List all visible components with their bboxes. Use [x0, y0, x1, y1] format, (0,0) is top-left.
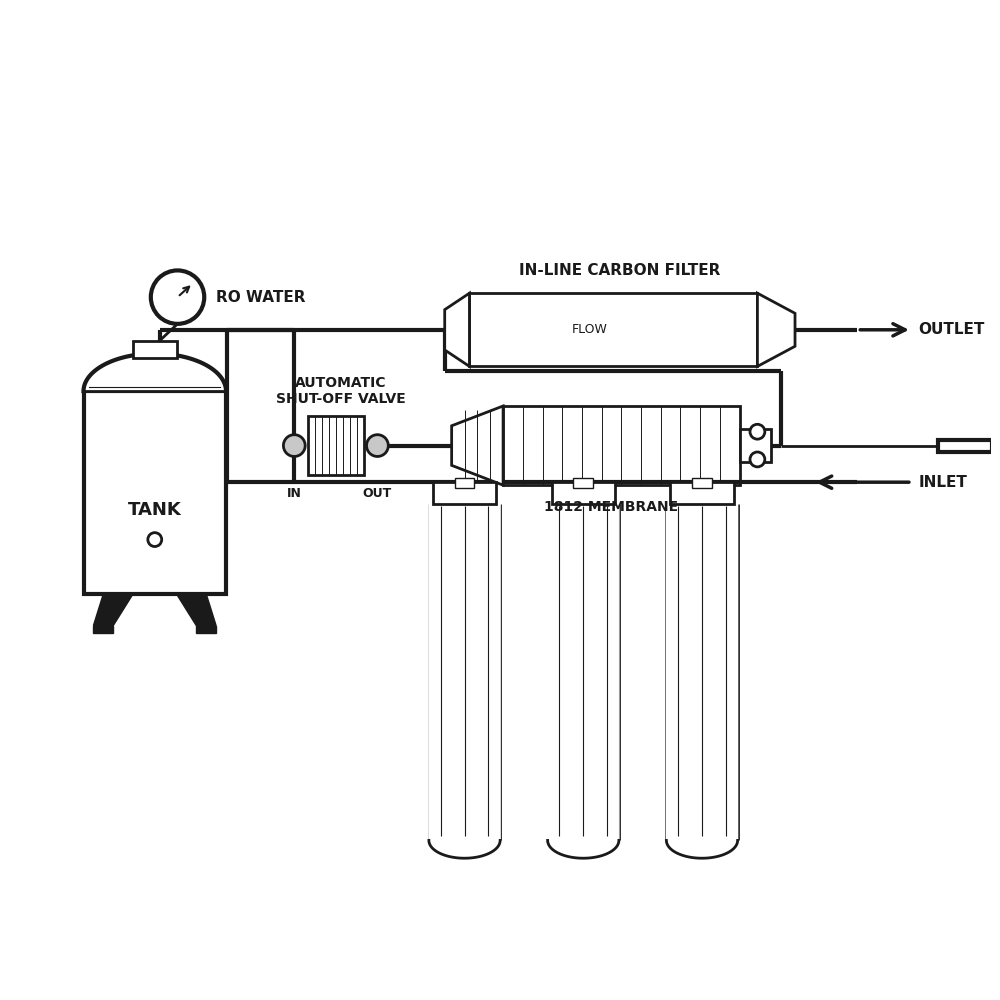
Text: IN-LINE CARBON FILTER: IN-LINE CARBON FILTER: [519, 263, 721, 278]
Bar: [93, 626, 113, 633]
Text: FLOW: FLOW: [572, 323, 608, 336]
Polygon shape: [84, 354, 226, 391]
Polygon shape: [757, 293, 795, 366]
Circle shape: [151, 270, 204, 324]
Bar: [670, 482, 734, 504]
Bar: [692, 478, 712, 488]
Bar: [469, 293, 757, 366]
Text: AUTOMATIC
SHUT-OFF VALVE: AUTOMATIC SHUT-OFF VALVE: [276, 376, 406, 406]
Circle shape: [148, 533, 162, 547]
Text: RO WATER: RO WATER: [216, 290, 306, 305]
Text: TANK: TANK: [128, 501, 182, 519]
Bar: [740, 429, 771, 462]
Bar: [552, 482, 615, 504]
Bar: [573, 478, 593, 488]
Text: OUT: OUT: [363, 487, 392, 500]
Polygon shape: [445, 293, 469, 366]
Circle shape: [750, 424, 765, 439]
Text: IN: IN: [287, 487, 302, 500]
Bar: [938, 440, 992, 452]
Bar: [433, 482, 496, 504]
Bar: [196, 626, 216, 633]
Polygon shape: [548, 504, 619, 858]
Circle shape: [750, 452, 765, 467]
Bar: [133, 341, 177, 358]
Polygon shape: [452, 406, 503, 485]
Circle shape: [283, 435, 305, 456]
Bar: [503, 406, 740, 485]
Bar: [455, 478, 474, 488]
Bar: [308, 416, 364, 475]
Polygon shape: [666, 504, 738, 858]
Text: OUTLET: OUTLET: [919, 322, 985, 337]
Polygon shape: [93, 594, 216, 626]
Bar: [84, 391, 226, 594]
Circle shape: [367, 435, 388, 456]
Text: INLET: INLET: [919, 475, 968, 490]
Polygon shape: [429, 504, 500, 858]
Text: 1812 MEMBRANE: 1812 MEMBRANE: [544, 500, 679, 514]
